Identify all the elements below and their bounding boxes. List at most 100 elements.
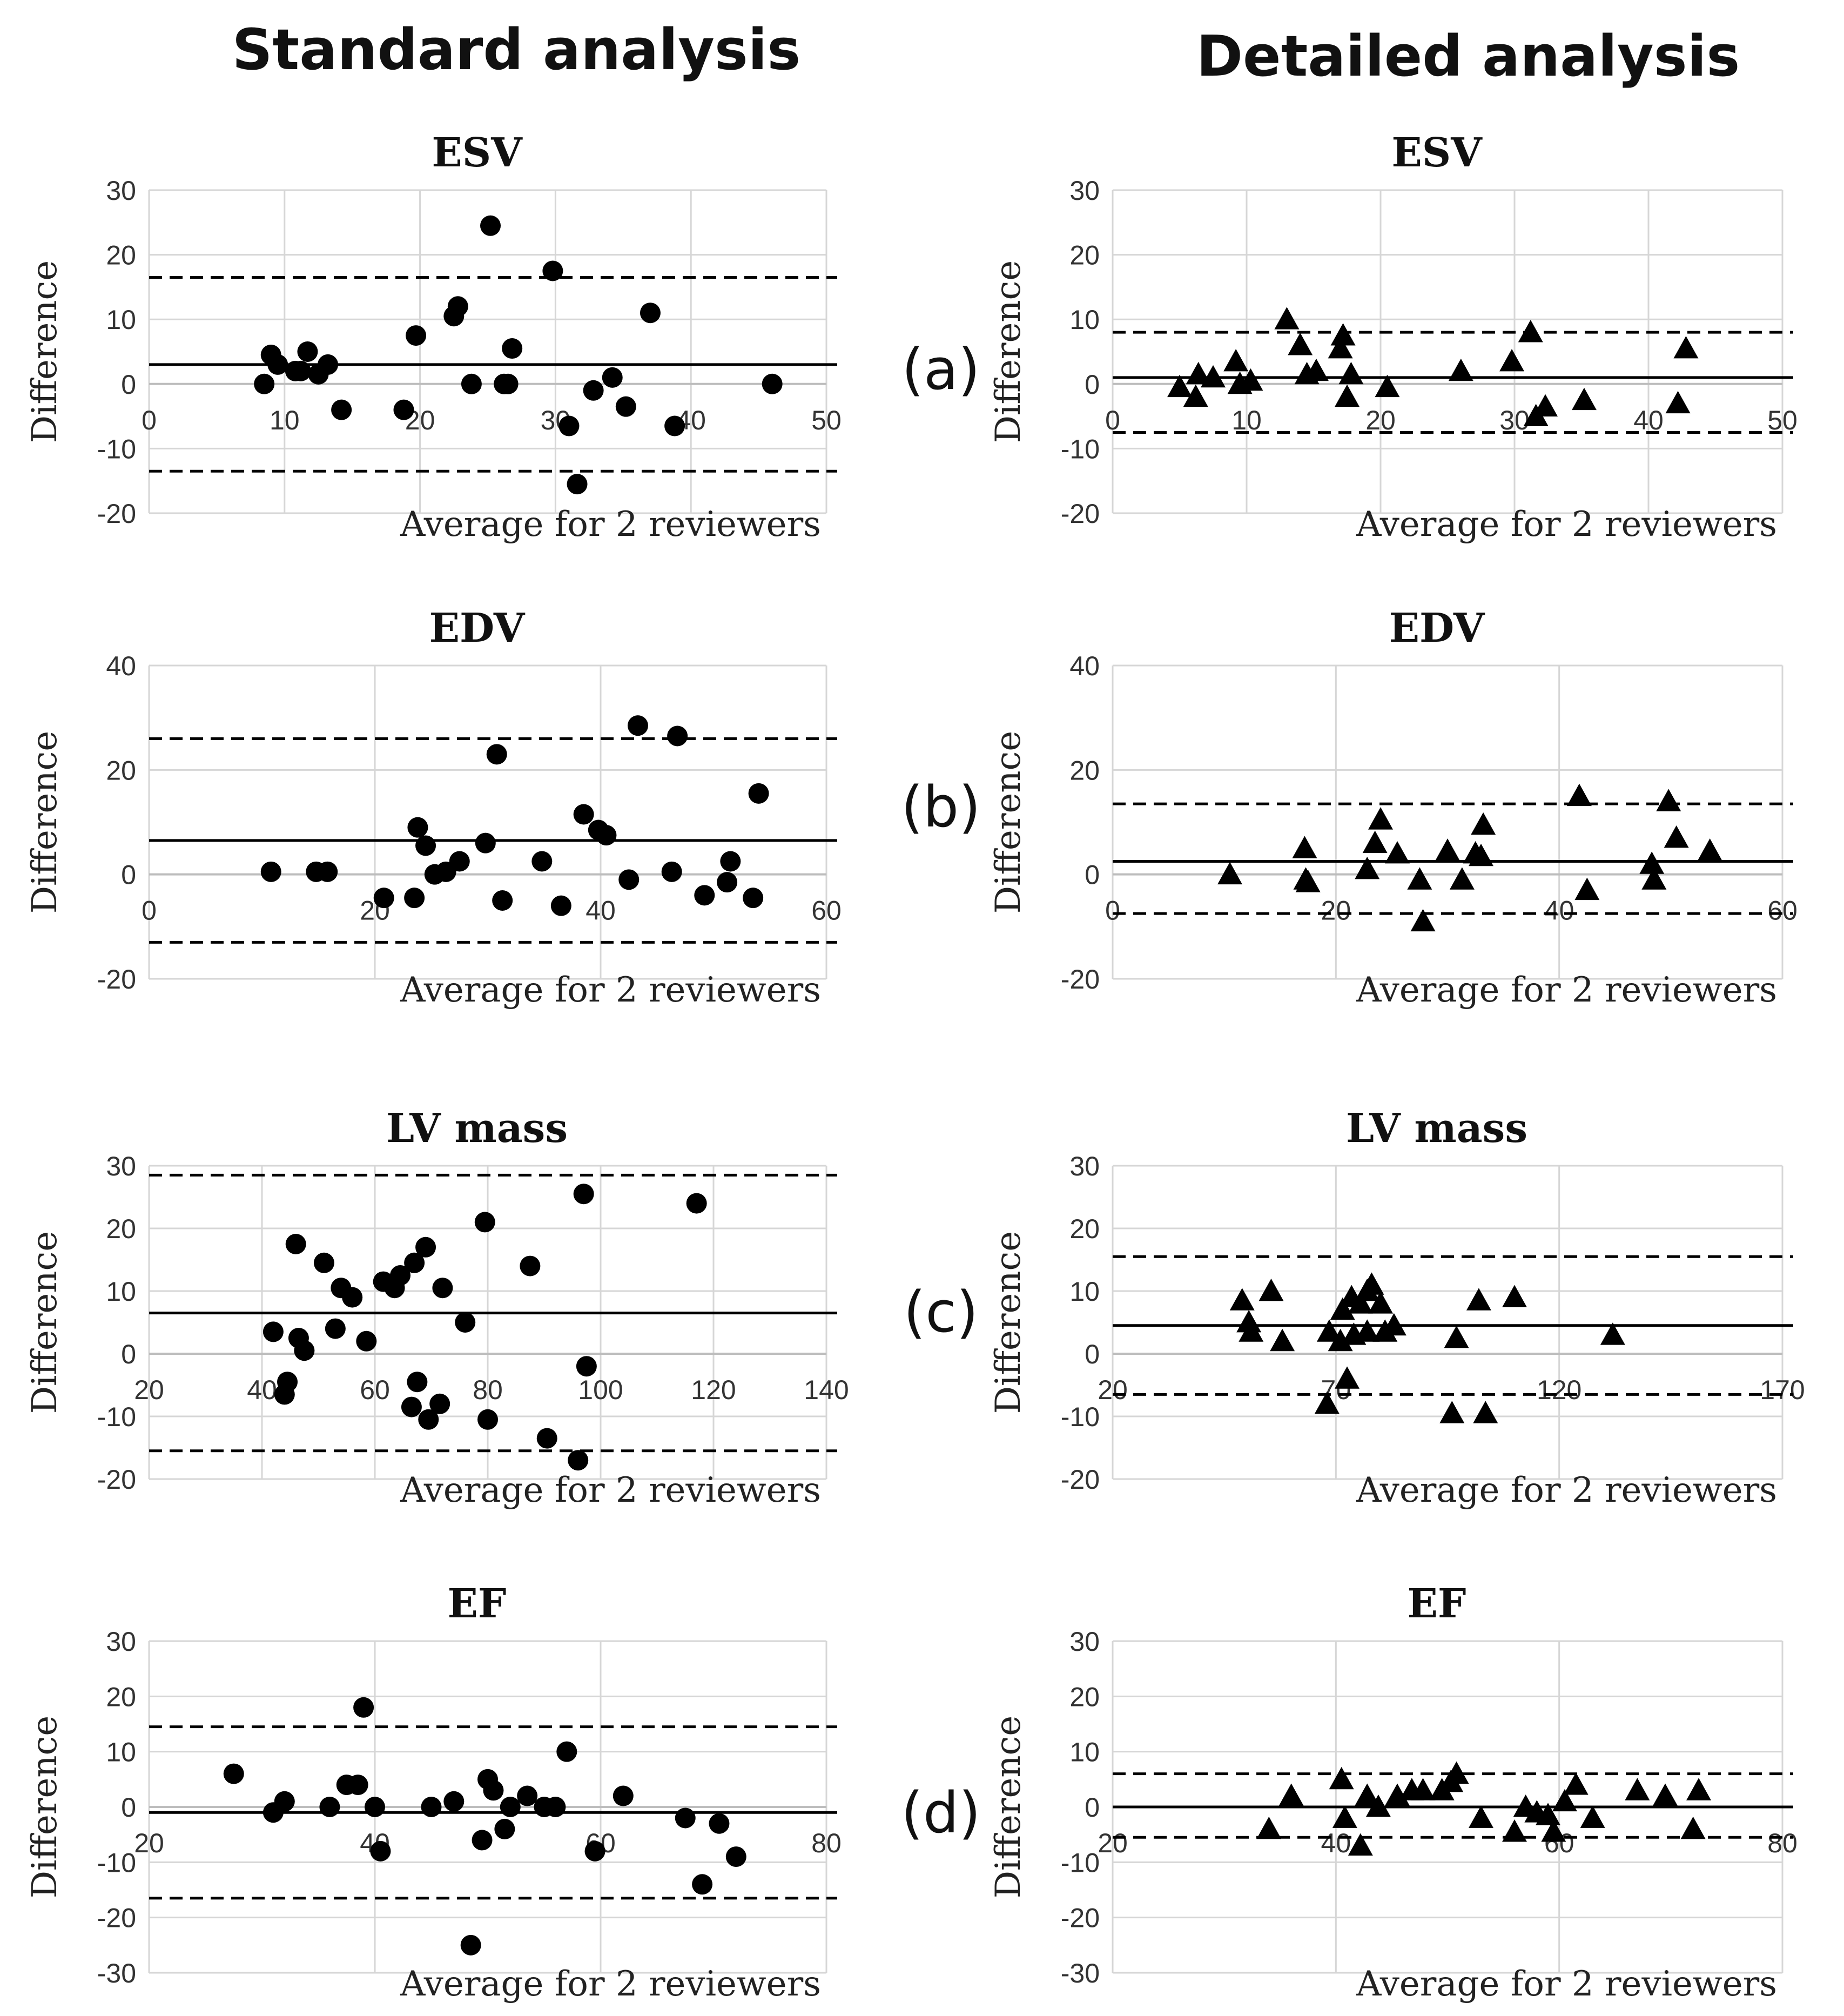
data-point bbox=[717, 872, 738, 893]
x-tick-label: 10 bbox=[1231, 405, 1262, 435]
y-tick-label: -30 bbox=[97, 1958, 136, 1988]
chart-title: LV mass bbox=[386, 1105, 568, 1152]
y-axis-label: Difference bbox=[988, 1231, 1028, 1414]
y-tick-label: 10 bbox=[1069, 1737, 1100, 1768]
data-point bbox=[692, 1874, 713, 1895]
panel-label-a: (a) bbox=[902, 337, 980, 402]
data-point bbox=[294, 1340, 315, 1361]
data-point bbox=[497, 373, 519, 394]
data-point bbox=[520, 1255, 541, 1276]
y-tick-label: 30 bbox=[106, 1627, 136, 1657]
data-point bbox=[1303, 358, 1329, 381]
y-tick-label: 0 bbox=[1085, 860, 1100, 890]
data-point bbox=[421, 1797, 442, 1817]
y-tick-label: 20 bbox=[106, 240, 136, 271]
data-point bbox=[1580, 1805, 1605, 1828]
y-axis-label: Difference bbox=[988, 731, 1028, 914]
data-point bbox=[1274, 307, 1300, 330]
data-point bbox=[709, 1813, 730, 1834]
data-point bbox=[1697, 838, 1722, 861]
data-point bbox=[443, 1791, 465, 1812]
y-axis-label: Difference bbox=[988, 260, 1028, 443]
data-point bbox=[1229, 1288, 1255, 1311]
data-point bbox=[542, 260, 563, 281]
data-point bbox=[1502, 1285, 1527, 1307]
data-point bbox=[486, 744, 507, 765]
data-point bbox=[494, 1818, 515, 1839]
data-point bbox=[474, 1212, 495, 1233]
data-point bbox=[1571, 387, 1597, 411]
data-point bbox=[1641, 867, 1667, 890]
data-point bbox=[1448, 358, 1473, 381]
data-point bbox=[568, 1450, 589, 1471]
x-tick-label: 60 bbox=[1767, 896, 1798, 926]
x-tick-label: 0 bbox=[1105, 405, 1120, 435]
data-point bbox=[743, 888, 764, 909]
data-point bbox=[449, 851, 470, 872]
data-point bbox=[615, 396, 636, 417]
data-point bbox=[1217, 862, 1242, 885]
data-point bbox=[1639, 851, 1665, 874]
panel-label-c: (c) bbox=[904, 1279, 978, 1345]
panel-label-b: (b) bbox=[901, 774, 980, 840]
x-tick-label: 0 bbox=[142, 405, 157, 435]
data-point bbox=[1574, 877, 1600, 901]
data-point bbox=[1186, 361, 1211, 385]
y-tick-label: 10 bbox=[1069, 1276, 1100, 1307]
data-point bbox=[1332, 1805, 1357, 1828]
x-tick-label: 20 bbox=[1365, 405, 1396, 435]
data-point bbox=[1625, 1778, 1650, 1800]
data-point bbox=[1329, 1766, 1354, 1790]
data-point bbox=[1410, 909, 1436, 932]
x-tick-label: 80 bbox=[1767, 1828, 1798, 1858]
y-tick-label: 0 bbox=[121, 369, 136, 400]
y-tick-label: 10 bbox=[106, 1737, 136, 1768]
data-point bbox=[373, 888, 394, 909]
data-point bbox=[290, 360, 311, 381]
chart-title: EF bbox=[1408, 1581, 1466, 1627]
data-point bbox=[613, 1785, 634, 1806]
y-tick-label: -20 bbox=[1061, 1903, 1100, 1933]
chart-title: ESV bbox=[1391, 130, 1483, 176]
y-tick-label: -10 bbox=[97, 1402, 136, 1432]
data-point bbox=[558, 415, 580, 436]
data-point bbox=[640, 303, 661, 324]
data-point bbox=[401, 1396, 422, 1417]
y-tick-label: -20 bbox=[1061, 964, 1100, 994]
data-point bbox=[1410, 1778, 1436, 1800]
y-tick-label: 0 bbox=[1085, 1339, 1100, 1369]
x-tick-label: 30 bbox=[1499, 405, 1530, 435]
data-point bbox=[667, 725, 688, 747]
y-tick-label: 40 bbox=[106, 651, 136, 681]
y-tick-label: -20 bbox=[97, 499, 136, 529]
data-point bbox=[1686, 1778, 1711, 1800]
data-point bbox=[1673, 336, 1699, 359]
chart-title: EDV bbox=[1389, 605, 1485, 651]
data-point bbox=[583, 380, 604, 401]
data-point bbox=[393, 399, 414, 420]
data-point bbox=[1365, 1795, 1391, 1817]
y-tick-label: -20 bbox=[97, 1903, 136, 1933]
x-tick-label: 100 bbox=[578, 1375, 623, 1405]
x-tick-label: 170 bbox=[1760, 1375, 1805, 1405]
y-tick-label: 10 bbox=[106, 305, 136, 335]
y-tick-label: 20 bbox=[1069, 1214, 1100, 1244]
y-axis-label: Difference bbox=[25, 731, 65, 914]
data-point bbox=[1385, 841, 1410, 864]
data-point bbox=[536, 1428, 557, 1449]
data-point bbox=[1566, 783, 1592, 807]
data-point bbox=[1665, 391, 1691, 414]
y-tick-label: 30 bbox=[1069, 1151, 1100, 1181]
y-tick-label: -10 bbox=[1061, 1402, 1100, 1432]
data-point bbox=[1295, 870, 1321, 892]
data-point bbox=[1368, 807, 1393, 830]
data-point bbox=[567, 474, 588, 495]
x-tick-label: 40 bbox=[247, 1375, 277, 1405]
data-point bbox=[1471, 812, 1496, 835]
data-point bbox=[1449, 867, 1475, 890]
y-tick-label: -20 bbox=[97, 964, 136, 994]
y-tick-label: 0 bbox=[1085, 369, 1100, 400]
x-tick-label: 20 bbox=[1321, 896, 1351, 926]
